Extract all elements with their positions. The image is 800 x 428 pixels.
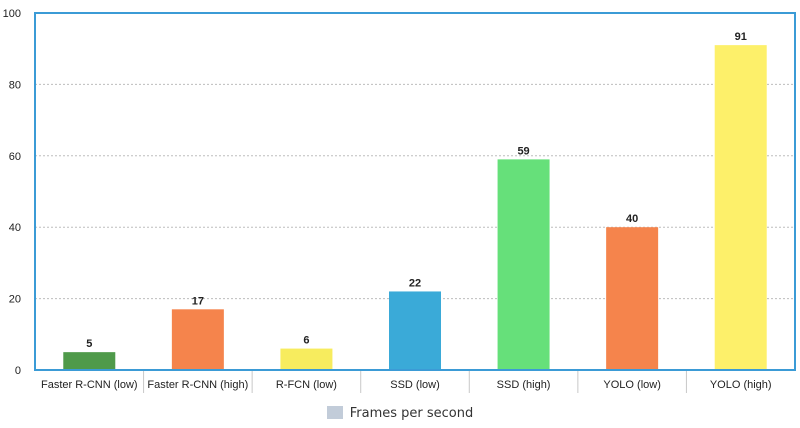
y-tick-label: 60 — [9, 151, 21, 163]
x-tick-label: R-FCN (low) — [276, 379, 337, 391]
data-label: 22 — [409, 277, 421, 289]
y-tick-label: 80 — [9, 79, 21, 91]
bar — [280, 348, 333, 370]
x-tick-label: Faster R-CNN (low) — [41, 379, 138, 391]
data-label: 91 — [735, 31, 747, 43]
bar — [714, 45, 767, 370]
x-tick-label: Faster R-CNN (high) — [147, 379, 248, 391]
bar — [171, 309, 224, 370]
y-tick-label: 0 — [15, 365, 21, 377]
data-label: 17 — [192, 295, 204, 307]
x-tick-label: SSD (high) — [497, 379, 551, 391]
bar — [63, 352, 116, 370]
x-tick-label: YOLO (high) — [710, 379, 772, 391]
plot-frame — [34, 12, 796, 371]
data-label: 40 — [626, 213, 638, 225]
bar — [389, 291, 441, 370]
data-label: 5 — [86, 338, 92, 350]
data-label: 6 — [303, 335, 309, 347]
bar — [497, 159, 550, 370]
x-tick-label: SSD (low) — [390, 379, 440, 391]
y-tick-label: 20 — [9, 294, 21, 306]
bar — [606, 227, 659, 370]
y-tick-label: 100 — [3, 8, 21, 20]
legend: Frames per second — [0, 406, 800, 421]
x-tick-label: YOLO (low) — [603, 379, 660, 391]
y-tick-label: 40 — [9, 222, 21, 234]
legend-swatch — [326, 406, 343, 419]
legend-label: Frames per second — [349, 406, 474, 421]
data-label: 59 — [517, 145, 529, 157]
